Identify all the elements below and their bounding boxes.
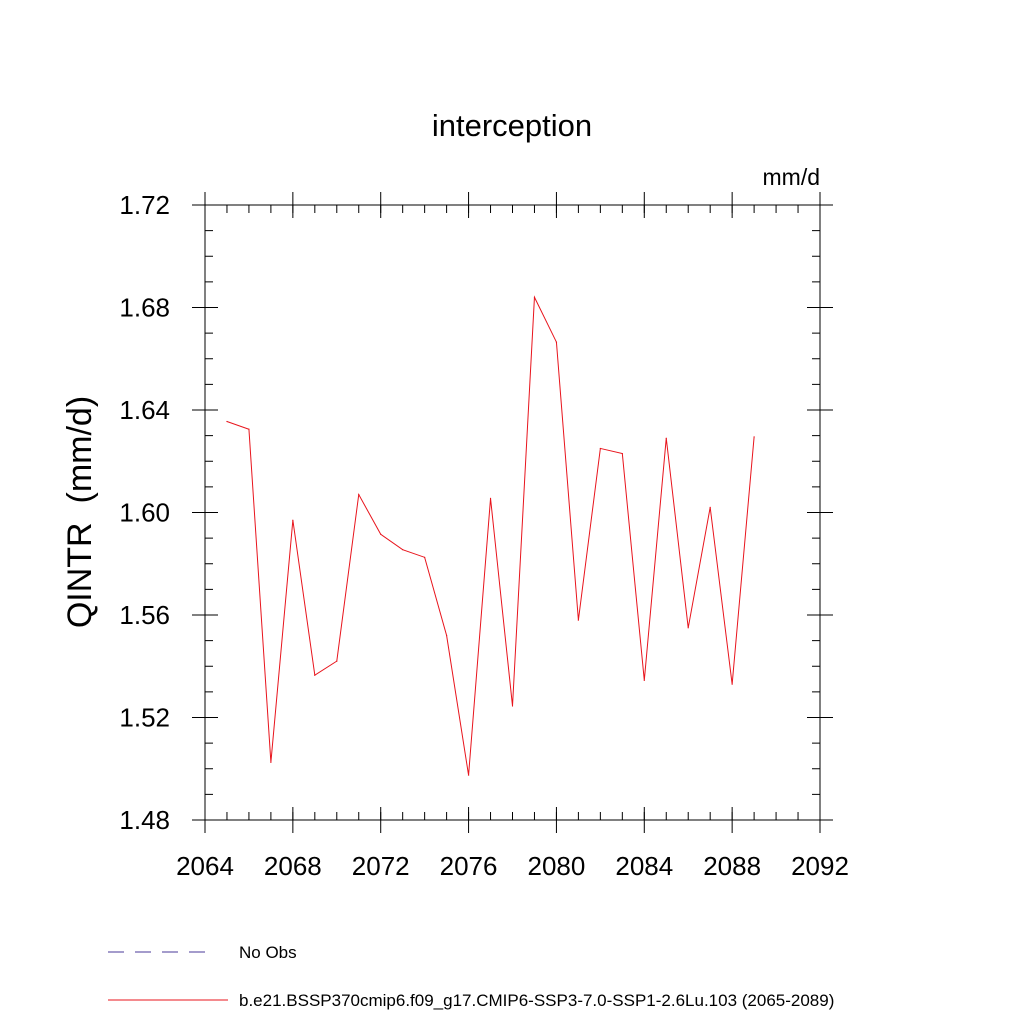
data-point xyxy=(336,660,338,662)
data-point xyxy=(709,506,711,508)
x-tick-label: 2072 xyxy=(352,851,410,881)
series-line xyxy=(226,295,755,776)
major-ticks xyxy=(192,192,833,833)
data-point xyxy=(402,549,404,551)
data-point xyxy=(621,452,623,455)
data-point xyxy=(753,436,755,438)
data-point xyxy=(533,296,536,298)
data-point xyxy=(380,533,382,535)
data-point xyxy=(489,497,492,500)
y-axis-label: QINTR (mm/d) xyxy=(61,396,99,628)
x-tick-label: 2092 xyxy=(791,851,849,881)
data-point xyxy=(292,519,294,521)
x-tick-label: 2068 xyxy=(264,851,322,881)
x-tick-label: 2080 xyxy=(528,851,586,881)
minor-ticks xyxy=(204,204,821,821)
y-tick-label: 1.60 xyxy=(119,498,170,528)
legend: No Obs b.e21.BSSP370cmip6.f09_g17.CMIP6-… xyxy=(108,943,834,1010)
data-point xyxy=(446,634,448,637)
y-tick-labels: 1.48 1.52 1.56 1.60 1.64 1.68 1.72 xyxy=(119,190,170,835)
data-point xyxy=(226,420,228,423)
y-tick-label: 1.64 xyxy=(119,395,170,425)
data-point xyxy=(665,437,667,439)
units-label: mm/d xyxy=(763,164,821,190)
data-point xyxy=(270,761,272,763)
x-tick-label: 2064 xyxy=(176,851,234,881)
chart-title: interception xyxy=(432,108,592,143)
data-point xyxy=(467,774,470,776)
data-point xyxy=(731,683,733,685)
data-point xyxy=(424,556,426,558)
x-tick-label: 2076 xyxy=(440,851,498,881)
plot-frame xyxy=(204,204,821,821)
x-tick-labels: 2064 2068 2072 2076 2080 2084 2088 2092 xyxy=(176,851,849,881)
data-point xyxy=(314,674,316,676)
y-tick-label: 1.52 xyxy=(119,703,170,733)
y-tick-label: 1.72 xyxy=(119,190,170,220)
y-tick-label: 1.48 xyxy=(119,805,170,835)
legend-label-no-obs: No Obs xyxy=(239,943,297,962)
data-point xyxy=(687,627,689,629)
data-point xyxy=(555,341,558,343)
data-point xyxy=(248,428,250,430)
y-tick-label: 1.56 xyxy=(119,600,170,630)
data-point xyxy=(599,447,601,450)
x-tick-label: 2084 xyxy=(615,851,673,881)
data-point xyxy=(577,619,579,621)
x-tick-label: 2088 xyxy=(703,851,761,881)
data-point xyxy=(643,679,645,681)
legend-label-series: b.e21.BSSP370cmip6.f09_g17.CMIP6-SSP3-7.… xyxy=(239,991,834,1010)
y-tick-label: 1.68 xyxy=(119,293,170,323)
data-point xyxy=(358,493,360,496)
series-layer xyxy=(226,295,755,776)
data-point xyxy=(511,705,514,707)
